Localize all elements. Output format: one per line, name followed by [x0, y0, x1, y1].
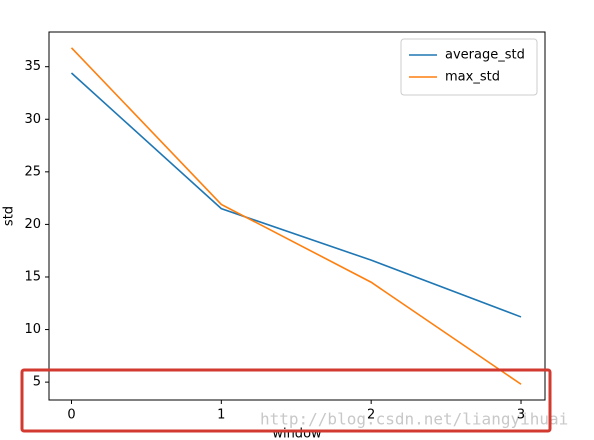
y-tick-label: 25 [24, 164, 41, 179]
legend-label: max_std [445, 70, 500, 85]
line-series [70, 47, 522, 385]
legend-label: average_std [445, 48, 525, 63]
y-tick-label: 15 [24, 269, 41, 284]
watermark: http://blog.csdn.net/liangyihuai [260, 410, 568, 429]
highlight-box [20, 368, 552, 433]
legend: average_std max_std [400, 38, 538, 96]
x-tick-label: 3 [517, 408, 525, 423]
y-tick-label: 5 [33, 375, 41, 390]
y-axis-label: std [2, 206, 17, 226]
y-tick-label: 10 [24, 322, 41, 337]
line-series [70, 72, 522, 318]
plot-frame [48, 31, 546, 401]
x-axis-label: window [272, 427, 322, 440]
y-tick-label: 35 [24, 59, 41, 74]
legend-box [400, 38, 538, 96]
y-tick-label: 30 [24, 112, 41, 127]
x-tick-label: 0 [67, 408, 75, 423]
y-tick-label: 20 [24, 217, 41, 232]
x-tick-label: 1 [217, 408, 225, 423]
x-tick-label: 2 [367, 408, 375, 423]
